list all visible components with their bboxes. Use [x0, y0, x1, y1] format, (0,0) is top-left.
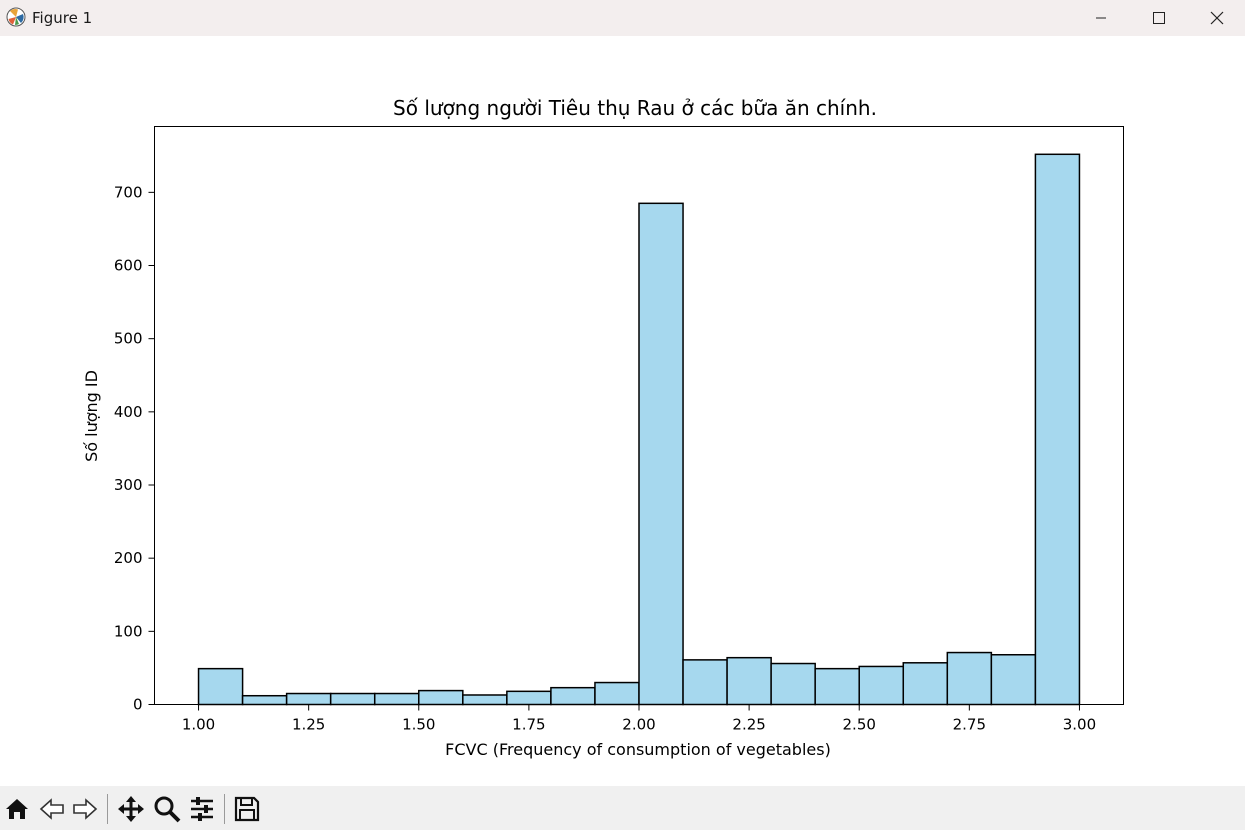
chart-title: Số lượng người Tiêu thụ Rau ở các bữa ăn… — [393, 96, 877, 120]
window-title: Figure 1 — [32, 9, 93, 27]
histogram-bar — [1034, 153, 1081, 706]
x-tick-label: 1.75 — [512, 716, 545, 734]
histogram-bar — [946, 651, 993, 706]
histogram-bar — [418, 689, 464, 706]
x-tick-label: 2.00 — [622, 716, 655, 734]
figure-canvas[interactable]: Số lượng người Tiêu thụ Rau ở các bữa ăn… — [0, 36, 1245, 786]
histogram-bar — [990, 653, 1037, 706]
pan-icon — [118, 796, 144, 822]
y-tick-label: 300 — [114, 476, 143, 494]
save-button[interactable] — [232, 794, 262, 824]
histogram-bar — [638, 202, 684, 706]
histogram-bar — [814, 667, 860, 706]
x-tick-label: 2.75 — [953, 716, 986, 734]
zoom-icon — [154, 796, 181, 823]
minimize-button[interactable] — [1072, 0, 1130, 36]
y-tick-label: 700 — [114, 183, 143, 201]
y-axis-label: Số lượng ID — [82, 370, 101, 462]
home-icon — [6, 799, 28, 819]
back-arrow-icon — [39, 798, 64, 820]
histogram-bar — [285, 692, 332, 706]
x-tick-label: 3.00 — [1063, 716, 1096, 734]
histogram-bar — [241, 694, 288, 706]
y-tick-label: 0 — [133, 696, 143, 714]
zoom-button[interactable] — [152, 794, 182, 824]
maximize-icon — [1153, 12, 1165, 24]
y-tick-label: 100 — [114, 622, 143, 640]
toolbar-separator — [107, 794, 108, 824]
back-button[interactable] — [37, 794, 67, 824]
histogram-bar — [902, 662, 949, 706]
histogram-bar — [373, 692, 420, 706]
histogram-bar — [726, 656, 772, 706]
histogram-chart: Số lượng người Tiêu thụ Rau ở các bữa ăn… — [82, 96, 1124, 759]
close-button[interactable] — [1188, 0, 1245, 36]
histogram-bar — [329, 692, 376, 706]
x-axis-label: FCVC (Frequency of consumption of vegeta… — [445, 740, 831, 759]
maximize-button[interactable] — [1130, 0, 1188, 36]
histogram-bar — [682, 659, 728, 706]
y-tick-label: 200 — [114, 549, 143, 567]
home-button[interactable] — [2, 794, 32, 824]
toolbar-separator — [224, 794, 225, 824]
pan-button[interactable] — [116, 794, 146, 824]
y-tick-label: 400 — [114, 403, 143, 421]
histogram-bar — [770, 662, 816, 706]
histogram-bar — [550, 686, 596, 706]
x-tick-label: 2.25 — [732, 716, 765, 734]
configure-subplots-button[interactable] — [187, 794, 217, 824]
histogram-bar — [594, 681, 640, 706]
forward-arrow-icon — [73, 798, 98, 820]
histogram-bar — [462, 694, 508, 706]
save-icon — [234, 796, 260, 822]
matplotlib-logo-icon — [6, 7, 26, 27]
forward-button[interactable] — [70, 794, 100, 824]
x-tick-label: 1.25 — [292, 716, 325, 734]
x-tick-label: 2.50 — [843, 716, 876, 734]
histogram-bar — [858, 665, 905, 706]
y-tick-label: 600 — [114, 257, 143, 275]
histogram-bar — [197, 667, 244, 706]
y-tick-label: 500 — [114, 330, 143, 348]
histogram-bar — [506, 690, 552, 706]
navigation-toolbar — [0, 786, 1245, 830]
x-tick-label: 1.00 — [182, 716, 215, 734]
minimize-icon — [1096, 17, 1106, 19]
title-bar: Figure 1 — [0, 0, 1245, 36]
close-icon — [1210, 11, 1224, 25]
configure-subplots-icon — [191, 797, 213, 821]
x-tick-label: 1.50 — [402, 716, 435, 734]
